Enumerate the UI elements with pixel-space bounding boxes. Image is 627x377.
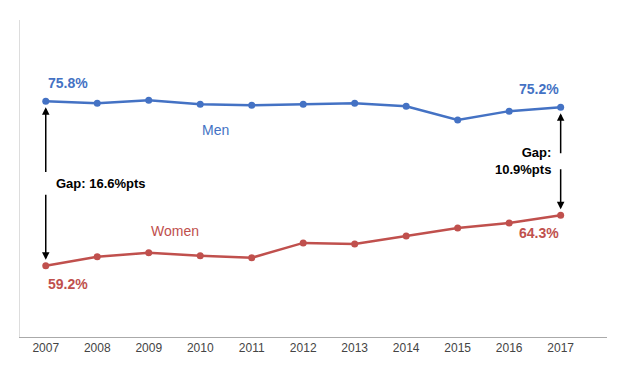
- svg-text:2017: 2017: [547, 341, 574, 355]
- svg-text:Men: Men: [202, 122, 229, 138]
- svg-text:2007: 2007: [32, 341, 59, 355]
- svg-text:Women: Women: [151, 223, 199, 239]
- svg-text:75.8%: 75.8%: [48, 75, 88, 91]
- svg-text:2015: 2015: [444, 341, 471, 355]
- svg-text:2010: 2010: [187, 341, 214, 355]
- svg-text:64.3%: 64.3%: [519, 225, 559, 241]
- svg-text:59.2%: 59.2%: [48, 276, 88, 292]
- svg-text:Gap:10.9%pts: Gap:10.9%pts: [495, 145, 551, 177]
- svg-text:2012: 2012: [290, 341, 317, 355]
- svg-text:2009: 2009: [135, 341, 162, 355]
- svg-text:2013: 2013: [341, 341, 368, 355]
- svg-text:2014: 2014: [393, 341, 420, 355]
- svg-text:2016: 2016: [496, 341, 523, 355]
- svg-text:75.2%: 75.2%: [519, 81, 559, 97]
- svg-text:2008: 2008: [84, 341, 111, 355]
- svg-text:2011: 2011: [239, 341, 265, 355]
- svg-text:Gap: 16.6%pts: Gap: 16.6%pts: [56, 176, 146, 191]
